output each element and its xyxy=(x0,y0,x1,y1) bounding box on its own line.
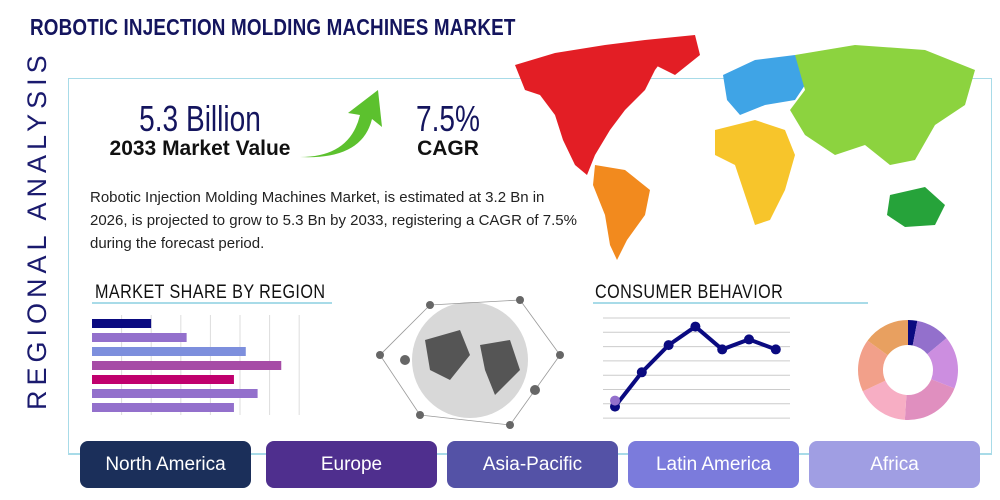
donut-slice xyxy=(908,320,918,346)
side-label: REGIONAL ANALYSIS xyxy=(22,50,52,410)
map-south-america xyxy=(593,165,650,260)
network-globe-icon xyxy=(376,296,564,429)
region-button[interactable]: Africa xyxy=(809,441,980,488)
market-value-label: 2033 Market Value xyxy=(109,137,291,160)
map-asia xyxy=(790,45,975,165)
bar xyxy=(92,375,234,384)
data-point xyxy=(636,367,647,378)
market-share-bar-chart xyxy=(92,315,300,415)
donut-slice xyxy=(867,320,908,356)
donut-slice xyxy=(862,380,907,420)
region-button[interactable]: North America xyxy=(80,441,251,488)
donut-slice xyxy=(858,340,888,392)
data-point xyxy=(690,321,701,332)
world-map xyxy=(515,35,975,260)
consumer-heading: CONSUMER BEHAVIOR xyxy=(595,282,784,303)
bar xyxy=(92,389,258,398)
bar xyxy=(92,361,282,370)
consumer-line-chart xyxy=(603,317,790,419)
map-africa xyxy=(715,120,795,225)
page-title: ROBOTIC INJECTION MOLDING MACHINES MARKE… xyxy=(30,14,516,40)
description: Robotic Injection Molding Machines Marke… xyxy=(90,189,577,252)
map-north-america xyxy=(515,40,670,175)
cagr-label: CAGR xyxy=(417,137,479,160)
data-point xyxy=(663,340,674,351)
region-button[interactable]: Latin America xyxy=(628,441,799,488)
cagr-value: 7.5% xyxy=(415,98,481,139)
data-point xyxy=(744,334,754,345)
map-australia xyxy=(887,187,945,227)
market-value: 5.3 Billion xyxy=(139,98,261,139)
donut-slice xyxy=(927,338,958,389)
region-button[interactable]: Europe xyxy=(266,441,437,488)
consumer-donut-chart xyxy=(858,320,958,420)
bar xyxy=(92,403,234,412)
market-share-heading: MARKET SHARE BY REGION xyxy=(95,282,326,303)
data-point xyxy=(770,344,781,355)
heading-underline xyxy=(92,302,332,304)
bar xyxy=(92,333,187,342)
data-point xyxy=(610,395,620,406)
region-button[interactable]: Asia-Pacific xyxy=(447,441,618,488)
heading-underline xyxy=(593,302,868,304)
bar xyxy=(92,319,152,328)
map-europe xyxy=(723,55,815,115)
data-point xyxy=(717,344,728,355)
map-greenland xyxy=(645,35,700,75)
growth-arrow-icon xyxy=(300,90,382,158)
donut-slice xyxy=(912,320,947,355)
bar xyxy=(92,347,246,356)
donut-slice xyxy=(904,379,955,420)
